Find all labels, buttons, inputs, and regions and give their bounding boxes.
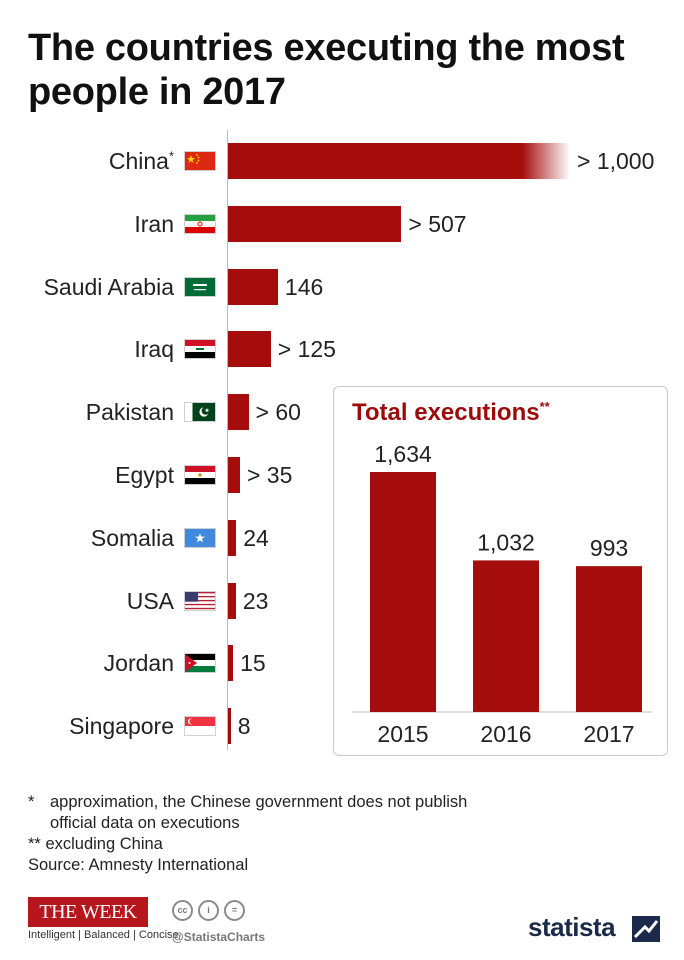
country-name: Iran <box>134 210 174 237</box>
bar <box>228 268 278 305</box>
value-label: 8 <box>237 713 251 740</box>
total-bar <box>370 472 436 712</box>
bar-row: Pakistan > 60 <box>0 392 684 432</box>
statista-charts-handle[interactable]: @StatistaCharts <box>172 930 266 944</box>
value-label: 146 <box>284 273 324 300</box>
bar <box>228 205 402 242</box>
pakistan-flag-icon <box>184 402 216 423</box>
value-label: > 507 <box>408 210 467 237</box>
country-footnote-marker: * <box>168 148 174 164</box>
bar-row: Somalia 24 <box>0 518 684 558</box>
chart-title: The countries executing the most people … <box>28 27 625 113</box>
footnote-total: ** excluding China <box>28 834 498 855</box>
category-axis-line <box>227 130 228 750</box>
bar <box>228 331 271 368</box>
total-value-label: 1,634 <box>374 441 432 467</box>
year-tick-label: 2016 <box>480 721 531 747</box>
bar-row: Jordan 15 <box>0 643 684 683</box>
the-week-logo[interactable]: THE WEEK <box>28 897 148 927</box>
attribution-icon[interactable]: i <box>198 900 219 921</box>
country-name: Pakistan <box>85 399 174 426</box>
footnote-text: approximation, the Chinese government do… <box>50 793 468 832</box>
bar <box>228 394 249 431</box>
value-label: > 1,000 <box>577 148 655 174</box>
year-tick-label: 2015 <box>377 721 428 747</box>
iran-flag-icon <box>184 213 216 234</box>
total-value-label: 993 <box>590 535 628 561</box>
bar <box>228 645 234 682</box>
footnote-marker: ** <box>28 835 41 853</box>
country-label: Jordan <box>104 643 174 683</box>
bar <box>228 519 237 556</box>
value-label: 24 <box>243 524 269 551</box>
inset-title-text: Total executions <box>352 399 540 426</box>
country-label: Egypt <box>115 455 174 495</box>
bar-row: Egypt > 35 <box>0 455 684 495</box>
source-text: Source: Amnesty International <box>28 856 249 874</box>
statista-mark-icon <box>632 916 660 942</box>
country-name: Jordan <box>103 650 174 677</box>
no-derivatives-icon[interactable]: = <box>224 900 245 921</box>
country-label: Saudi Arabia <box>44 267 174 307</box>
country-name: USA <box>126 587 174 614</box>
country-name: Singapore <box>69 713 174 740</box>
bar-row: Saudi Arabia 146 <box>0 267 684 307</box>
inset-title-marker: ** <box>539 399 550 414</box>
china-flag-icon <box>184 151 216 171</box>
bar <box>228 143 570 179</box>
singapore-flag-icon <box>184 716 216 737</box>
country-label: Somalia <box>91 518 174 558</box>
total-executions-panel: Total executions** 1,634 2015 1,032 2016 993… <box>333 386 668 756</box>
country-label: China* <box>109 141 174 181</box>
footnote-china: * approximation, the Chinese government d… <box>28 792 498 834</box>
country-name: Somalia <box>90 524 174 551</box>
license-icons: cc i = <box>172 900 250 921</box>
total-value-label: 1,032 <box>477 529 535 555</box>
statista-logo[interactable]: statista <box>528 912 616 942</box>
value-label: > 35 <box>246 462 293 488</box>
bar-row: Iraq > 125 <box>0 329 684 369</box>
usa-flag-icon <box>184 590 216 611</box>
creative-commons-icon[interactable]: cc <box>172 900 193 921</box>
country-name: China <box>108 148 169 174</box>
value-label: > 125 <box>277 336 336 363</box>
country-label: Iran <box>134 204 174 244</box>
total-bar <box>473 560 539 712</box>
bar <box>228 708 231 745</box>
saudi-arabia-flag-icon <box>184 276 216 297</box>
country-label: Singapore <box>69 706 174 746</box>
bar-row: Iran > 507 <box>0 204 684 244</box>
bar <box>228 457 240 493</box>
inset-title: Total executions** <box>352 399 550 427</box>
somalia-flag-icon <box>184 527 216 548</box>
year-tick-label: 2017 <box>583 721 634 747</box>
iraq-flag-icon <box>184 339 216 360</box>
country-label: Pakistan <box>86 392 174 432</box>
source-note: Source: Amnesty International <box>28 855 498 876</box>
country-name: Saudi Arabia <box>43 273 174 300</box>
jordan-flag-icon <box>184 653 216 674</box>
total-bar <box>576 566 642 712</box>
country-name: Iraq <box>134 336 174 363</box>
value-label: > 60 <box>255 399 301 426</box>
footnote-text: excluding China <box>45 835 163 853</box>
bar-row: China* > 1,000 <box>0 141 684 181</box>
country-label: Iraq <box>134 329 174 369</box>
country-name: Egypt <box>115 462 174 488</box>
total-executions-chart: 1,634 2015 1,032 2016 993 2017 <box>352 441 652 747</box>
bar-row: USA 23 <box>0 581 684 621</box>
bar <box>228 582 236 619</box>
egypt-flag-icon <box>184 465 216 485</box>
value-label: 23 <box>242 587 269 614</box>
value-label: 15 <box>240 650 266 677</box>
bar-row: Singapore 8 <box>0 706 684 746</box>
the-week-tagline: Intelligent | Balanced | Concise <box>28 929 179 941</box>
country-label: USA <box>127 581 174 621</box>
footnotes: * approximation, the Chinese government d… <box>28 792 498 876</box>
footnote-marker: * <box>28 793 35 811</box>
